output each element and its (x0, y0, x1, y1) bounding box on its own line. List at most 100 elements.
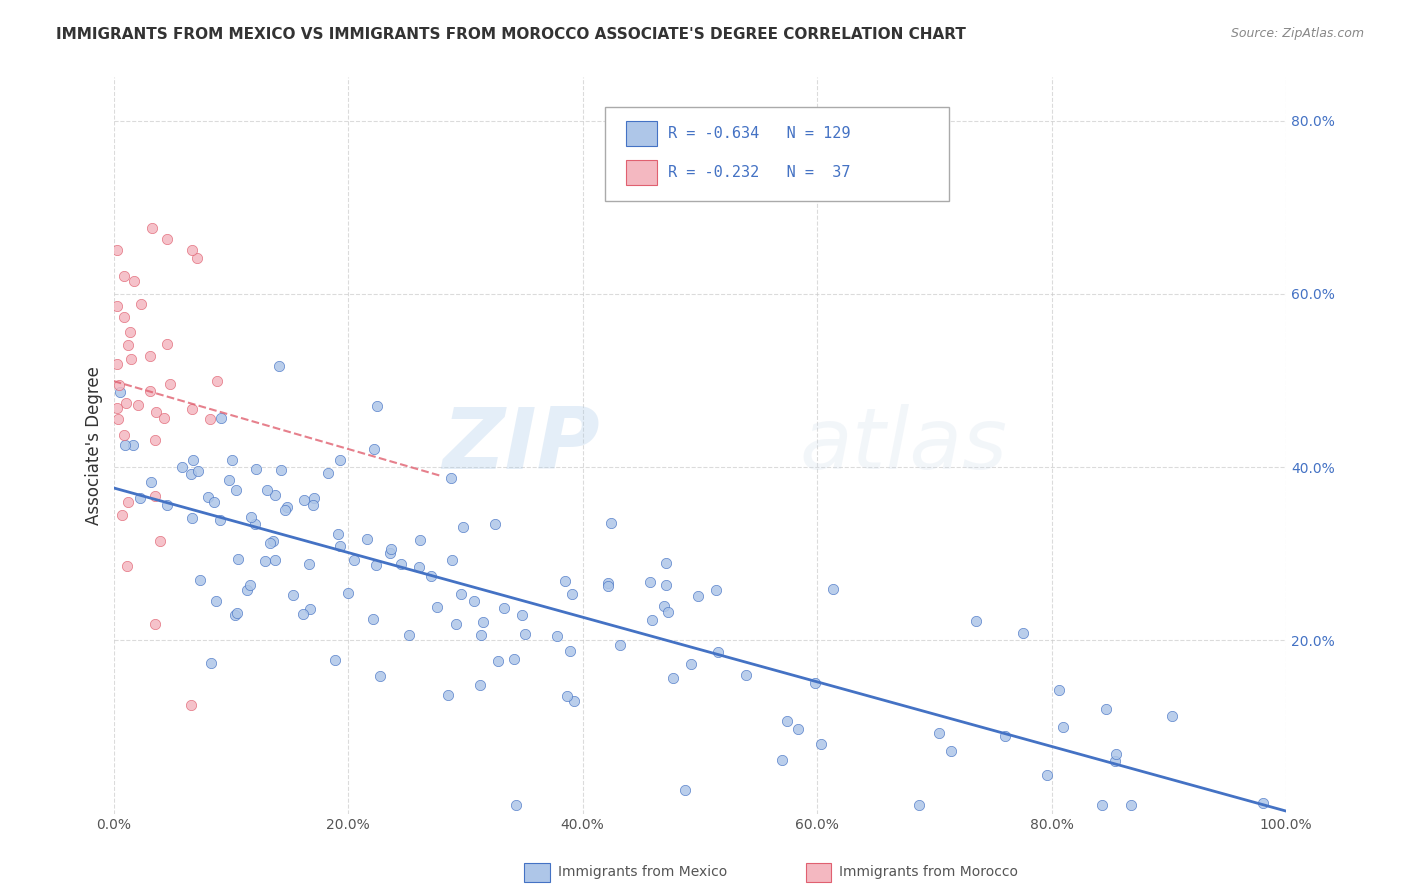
Point (426, 600, 449, 615)
Point (554, 574, 576, 588)
Text: R = -0.634   N = 129: R = -0.634 N = 129 (668, 127, 851, 141)
Point (368, 669, 391, 683)
Point (156, 498, 179, 512)
Point (323, 653, 346, 667)
Point (205, 593, 228, 607)
Point (115, 396, 138, 410)
Point (1091, 797, 1114, 812)
Point (262, 533, 284, 548)
Point (105, 299, 128, 313)
Point (502, 652, 524, 666)
Point (707, 645, 730, 659)
Point (298, 602, 321, 616)
Point (207, 375, 229, 389)
Point (143, 617, 166, 632)
Point (1105, 747, 1128, 761)
Point (172, 459, 194, 474)
Point (638, 575, 661, 590)
Point (187, 464, 209, 478)
Point (274, 503, 297, 517)
Point (1119, 797, 1142, 812)
Point (704, 582, 727, 597)
Point (408, 560, 430, 574)
Point (380, 546, 402, 560)
Point (420, 569, 443, 583)
Point (159, 377, 181, 392)
Point (269, 359, 291, 373)
Text: Immigrants from Mexico: Immigrants from Mexico (558, 865, 727, 880)
Point (120, 351, 142, 366)
Point (1052, 720, 1074, 734)
Point (139, 349, 162, 363)
Point (149, 533, 172, 548)
Point (259, 536, 281, 550)
Point (112, 310, 135, 324)
Point (546, 629, 568, 643)
Point (596, 576, 619, 591)
Point (804, 676, 827, 690)
Point (145, 405, 167, 419)
Point (770, 753, 793, 767)
Point (908, 797, 931, 812)
Point (494, 600, 516, 615)
Point (270, 463, 292, 477)
Text: atlas: atlas (800, 404, 1008, 487)
Point (1047, 682, 1070, 697)
Point (245, 461, 267, 475)
Point (329, 539, 352, 553)
Point (316, 467, 339, 481)
Point (486, 654, 509, 668)
Point (105, 357, 128, 371)
Point (105, 401, 128, 415)
Point (512, 608, 534, 623)
Point (941, 744, 963, 758)
Point (107, 412, 129, 426)
Point (994, 729, 1017, 743)
Point (965, 614, 987, 628)
Point (776, 714, 799, 729)
Point (821, 582, 844, 597)
Point (468, 678, 491, 692)
Point (363, 442, 385, 457)
Point (118, 325, 141, 339)
Point (108, 384, 131, 399)
Point (470, 628, 492, 642)
Point (343, 553, 366, 567)
Point (141, 221, 163, 235)
Point (1035, 767, 1057, 781)
Point (198, 412, 221, 426)
Point (326, 527, 349, 541)
Point (560, 644, 582, 658)
Point (302, 498, 325, 512)
Point (562, 694, 585, 708)
Point (688, 589, 710, 603)
Text: ZIP: ZIP (443, 404, 600, 487)
Point (105, 243, 128, 257)
Point (117, 337, 139, 351)
Point (681, 657, 703, 672)
Point (463, 594, 485, 608)
Point (180, 467, 202, 482)
Point (361, 612, 384, 626)
Point (291, 607, 314, 621)
Point (221, 452, 243, 467)
Point (655, 577, 678, 591)
Point (513, 627, 536, 641)
Point (484, 517, 506, 532)
Text: IMMIGRANTS FROM MEXICO VS IMMIGRANTS FROM MOROCCO ASSOCIATE'S DEGREE CORRELATION: IMMIGRANTS FROM MEXICO VS IMMIGRANTS FRO… (56, 27, 966, 42)
Point (505, 797, 527, 812)
Point (264, 553, 287, 567)
Point (156, 232, 179, 246)
Point (657, 605, 679, 619)
Point (115, 559, 138, 574)
Point (139, 384, 162, 399)
Point (652, 599, 675, 613)
Point (662, 671, 685, 685)
Point (292, 492, 315, 507)
Point (122, 437, 145, 451)
Point (181, 511, 204, 525)
Point (1161, 709, 1184, 723)
Point (596, 579, 619, 593)
Point (254, 554, 277, 568)
Point (1095, 702, 1118, 716)
